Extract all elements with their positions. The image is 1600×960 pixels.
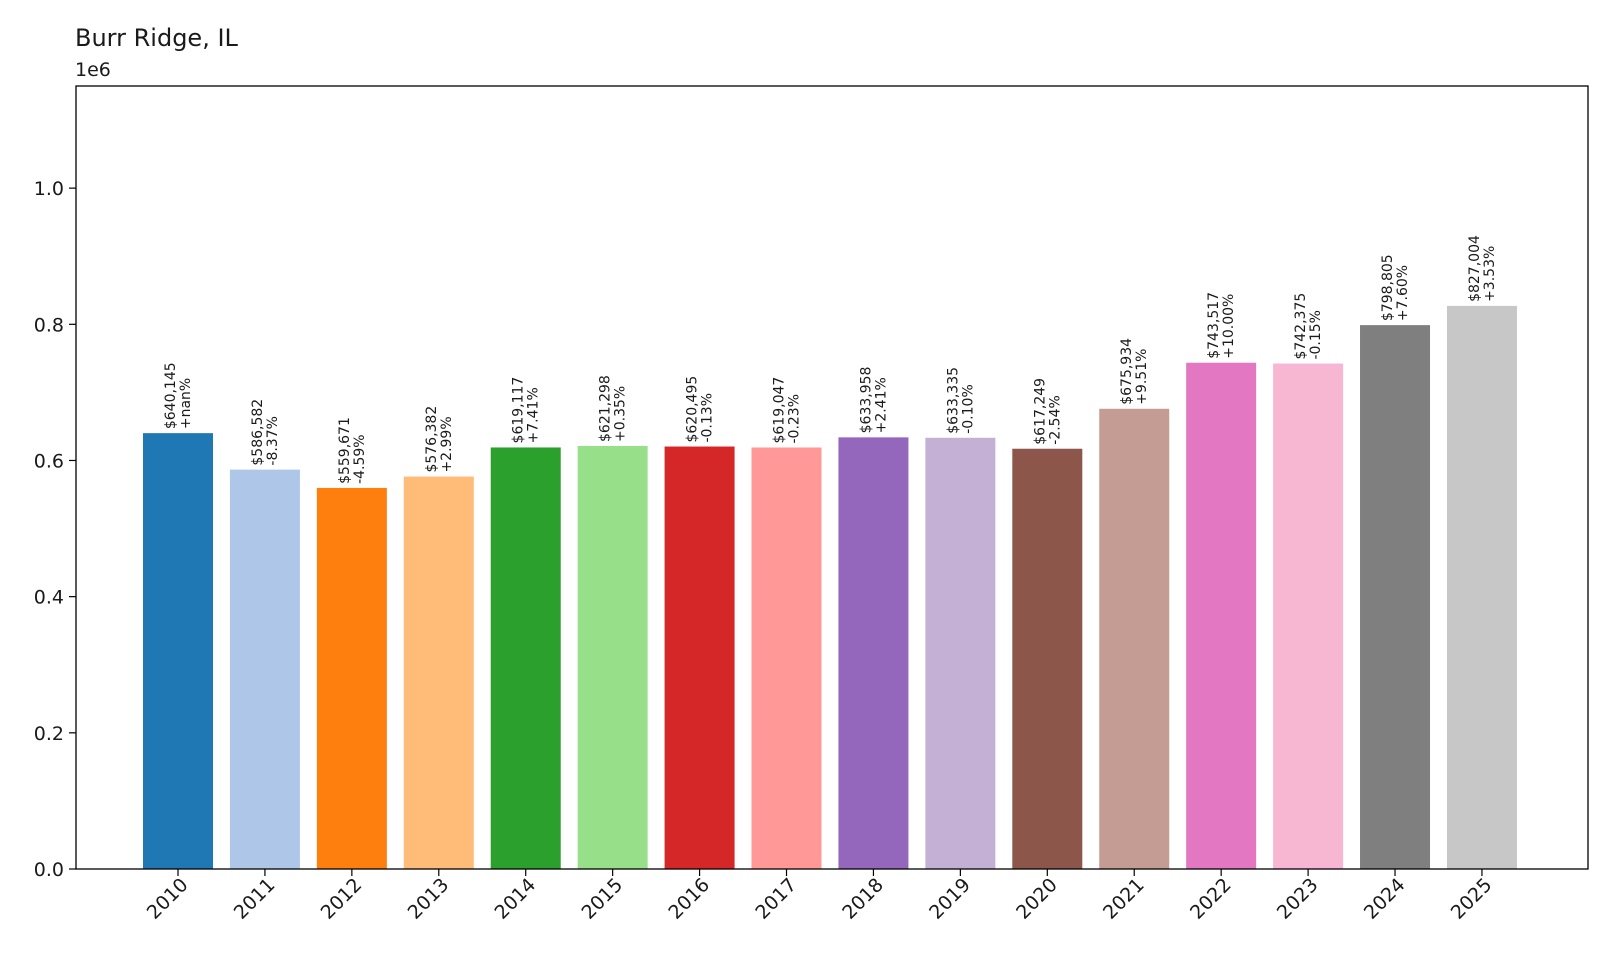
y-tick-label: 0.2 — [34, 723, 64, 745]
x-tick-label: 2025 — [1447, 874, 1497, 924]
data-label-2017: $619,047-0.23% — [772, 377, 803, 444]
x-tick-label: 2014 — [491, 874, 541, 924]
data-label-value: $798,805 — [1380, 254, 1396, 321]
data-label-change: +10.00% — [1221, 294, 1237, 359]
bar-2023 — [1273, 363, 1344, 869]
x-tick-label: 2017 — [751, 874, 801, 924]
y-tick-label: 0.0 — [34, 859, 64, 881]
bar-2011 — [229, 469, 300, 869]
data-label-value: $633,958 — [858, 367, 874, 434]
data-label-value: $743,517 — [1206, 292, 1222, 359]
y-axis: 0.0 0.2 0.4 0.6 0.8 1.0 — [34, 178, 76, 881]
bar-2016 — [664, 446, 735, 869]
bar-2017 — [751, 447, 822, 869]
data-label-2020: $617,249-2.54% — [1032, 378, 1063, 445]
data-label-value: $675,934 — [1119, 338, 1135, 405]
data-label-value: $617,249 — [1032, 378, 1048, 445]
x-tick-label: 2013 — [404, 874, 454, 924]
bars-layer — [143, 305, 1517, 869]
data-label-change: -8.37% — [265, 416, 281, 466]
data-label-value: $619,117 — [511, 377, 527, 444]
y-tick-label: 0.4 — [34, 587, 64, 609]
data-label-2024: $798,805+7.60% — [1380, 254, 1411, 321]
data-label-value: $827,004 — [1467, 235, 1483, 302]
bar-2012 — [316, 487, 387, 869]
data-label-2015: $621,298+0.35% — [598, 375, 629, 442]
data-label-change: -2.54% — [1047, 395, 1063, 445]
data-label-value: $559,671 — [337, 417, 353, 484]
y-axis-offset-label: 1e6 — [75, 59, 111, 81]
x-axis: 2010 2011 2012 2013 2014 2015 2016 2017 2018 2019… — [143, 869, 1497, 924]
data-label-value: $633,335 — [945, 367, 961, 434]
data-label-value: $742,375 — [1293, 293, 1309, 360]
y-tick-label: 1.0 — [34, 178, 64, 200]
data-labels-layer: $640,145+nan% $586,582-8.37% $559,671-4.59… — [163, 235, 1498, 484]
bar-2021 — [1099, 408, 1170, 869]
data-label-change: +9.51% — [1134, 349, 1150, 405]
data-label-value: $621,298 — [598, 375, 614, 442]
bar-2024 — [1360, 325, 1431, 869]
x-tick-label: 2021 — [1099, 874, 1149, 924]
data-label-2014: $619,117+7.41% — [511, 377, 542, 444]
bar-2014 — [490, 447, 561, 869]
data-label-change: +3.53% — [1482, 246, 1498, 302]
data-label-2012: $559,671-4.59% — [337, 417, 368, 484]
bar-2019 — [925, 437, 996, 869]
data-label-2011: $586,582-8.37% — [250, 399, 281, 466]
data-label-change: +7.60% — [1395, 265, 1411, 321]
bar-2022 — [1186, 362, 1257, 869]
data-label-change: +0.35% — [613, 386, 629, 442]
x-tick-label: 2016 — [664, 874, 714, 924]
y-tick-label: 0.8 — [34, 314, 64, 336]
x-tick-label: 2022 — [1186, 874, 1236, 924]
data-label-value: $586,582 — [250, 399, 266, 466]
x-tick-label: 2012 — [317, 874, 367, 924]
data-label-change: +2.41% — [873, 377, 889, 433]
x-tick-label: 2024 — [1360, 874, 1410, 924]
data-label-2019: $633,335-0.10% — [945, 367, 976, 434]
y-tick-label: 0.6 — [34, 450, 64, 472]
data-label-change: -0.13% — [700, 393, 716, 443]
data-label-change: +nan% — [178, 378, 194, 429]
x-tick-label: 2023 — [1273, 874, 1323, 924]
data-label-value: $620,495 — [685, 376, 701, 443]
data-label-2016: $620,495-0.13% — [685, 376, 716, 443]
x-tick-label: 2015 — [577, 874, 627, 924]
data-label-value: $576,382 — [424, 406, 440, 473]
data-label-2022: $743,517+10.00% — [1206, 292, 1237, 359]
bar-2020 — [1012, 448, 1083, 869]
x-tick-label: 2010 — [143, 874, 193, 924]
x-tick-label: 2011 — [230, 874, 280, 924]
bar-2025 — [1446, 305, 1517, 869]
data-label-2018: $633,958+2.41% — [858, 367, 889, 434]
data-label-2021: $675,934+9.51% — [1119, 338, 1150, 405]
data-label-change: -0.10% — [960, 384, 976, 434]
bar-2010 — [143, 433, 213, 869]
x-tick-label: 2019 — [925, 874, 975, 924]
data-label-change: +7.41% — [526, 387, 542, 443]
bar-2013 — [403, 476, 474, 869]
x-tick-label: 2018 — [838, 874, 888, 924]
data-label-value: $619,047 — [772, 377, 788, 444]
data-label-value: $640,145 — [163, 362, 179, 429]
x-tick-label: 2020 — [1012, 874, 1062, 924]
chart-title: Burr Ridge, IL — [75, 24, 239, 52]
data-label-2010: $640,145+nan% — [163, 362, 194, 429]
data-label-2025: $827,004+3.53% — [1467, 235, 1498, 302]
bar-2015 — [577, 445, 648, 869]
data-label-change: -0.23% — [787, 394, 803, 444]
plot-frame — [75, 85, 1589, 870]
data-label-change: -4.59% — [352, 434, 368, 484]
bar-2018 — [838, 437, 909, 869]
data-label-change: -0.15% — [1308, 310, 1324, 360]
data-label-2013: $576,382+2.99% — [424, 406, 455, 473]
data-label-2023: $742,375-0.15% — [1293, 293, 1324, 360]
data-label-change: +2.99% — [439, 416, 455, 472]
